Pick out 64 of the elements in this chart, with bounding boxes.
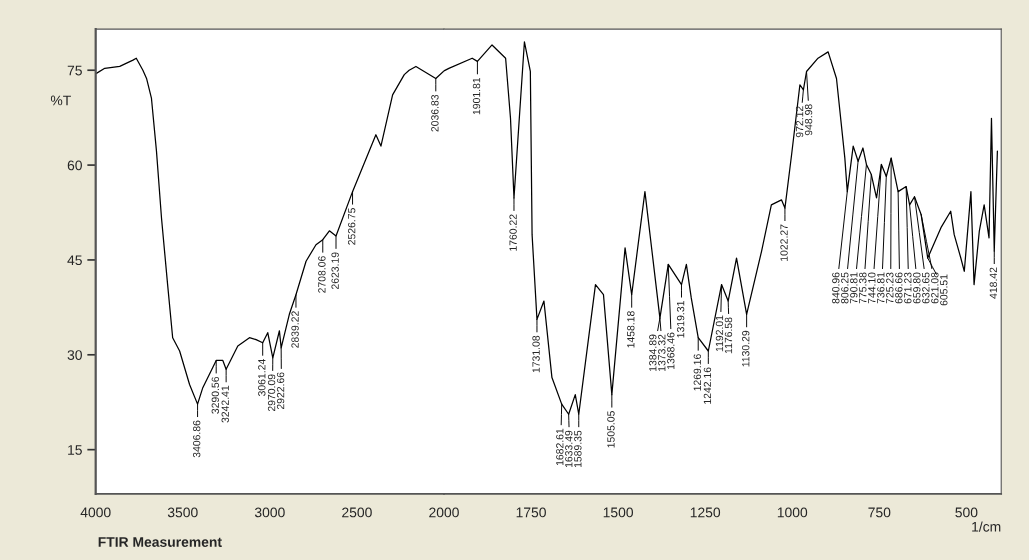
annotation: 3061.24 — [258, 359, 266, 397]
annotation: 2526.75 — [347, 208, 356, 245]
annotation: 744.10 — [868, 272, 876, 304]
annotation: 1682.61 — [556, 428, 564, 466]
annotation: 3406.86 — [192, 420, 201, 458]
annotation: 1368.46 — [667, 332, 675, 369]
annotation: 621.08 — [931, 272, 939, 304]
text: FTIR Measurement — [98, 537, 222, 547]
annotation: 659.80 — [913, 272, 921, 304]
annotation: 1269.16 — [693, 354, 702, 391]
annotation: 1760.22 — [509, 214, 517, 251]
annotation: 725.23 — [886, 272, 894, 304]
annotation: 686.66 — [895, 272, 903, 304]
x-tick-label: 4000 — [80, 507, 111, 518]
annotation: 632.65 — [922, 272, 930, 304]
x-tick-label: 750 — [868, 507, 891, 518]
y-tick-label: 60 — [67, 160, 82, 171]
annotation: 1458.18 — [627, 311, 635, 348]
annotation: 790.81 — [850, 272, 858, 304]
annotation: 1505.05 — [607, 411, 615, 448]
annotation: 1130.29 — [742, 330, 750, 367]
y-tick-label: 15 — [68, 445, 82, 455]
annotation: 2036.83 — [431, 94, 439, 132]
annotation: 2708.06 — [318, 256, 326, 293]
annotation: 2623.19 — [331, 252, 339, 290]
annotation: 2970.09 — [267, 374, 276, 412]
annotation: 1384.89 — [649, 334, 657, 371]
annotation: 418.42 — [989, 267, 998, 299]
annotation: 1022.27 — [780, 224, 788, 261]
x-tick-label: 1750 — [516, 507, 546, 518]
x-tick-label: 1000 — [777, 507, 808, 518]
annotation: 1192.01 — [715, 315, 724, 352]
annotation: 1373.32 — [658, 334, 666, 371]
annotation: 3242.41 — [221, 385, 229, 423]
x-tick-label: 3500 — [167, 507, 198, 518]
annotation: 840.96 — [832, 272, 840, 304]
y-tick-label: 30 — [67, 350, 82, 360]
y-tick-label: 45 — [67, 255, 82, 266]
x-tick-label: 1250 — [690, 507, 721, 518]
annotation: 806.25 — [841, 272, 849, 304]
annotation: 775.38 — [859, 272, 867, 304]
x-tick-label: 2500 — [342, 507, 372, 518]
annotation: 1901.81 — [472, 77, 481, 115]
annotation: 972.12 — [795, 106, 804, 138]
y-tick-label: 75 — [67, 65, 82, 76]
annotation: 1319.31 — [676, 301, 685, 338]
x-tick-label: 3000 — [254, 507, 285, 518]
annotation: 1633.49 — [565, 430, 573, 468]
annotation: 3290.56 — [211, 376, 219, 414]
annotation: 1731.08 — [532, 335, 540, 373]
annotation: 605.51 — [940, 274, 948, 306]
annotation: 1242.16 — [703, 367, 712, 404]
annotation: 736.81 — [877, 272, 885, 304]
annotation: 1176.58 — [724, 317, 733, 354]
x-axis-title: 1/cm — [972, 521, 1001, 532]
annotation: 671.23 — [904, 272, 912, 304]
annotation: 2839.22 — [291, 311, 299, 348]
annotation: 948.98 — [804, 104, 813, 136]
x-tick-label: 1500 — [603, 507, 634, 518]
annotation: 2922.66 — [276, 372, 285, 410]
x-tick-label: 500 — [955, 507, 978, 518]
x-tick-label: 2000 — [429, 507, 459, 518]
y-axis-title: %T — [50, 95, 71, 106]
annotation: 1589.35 — [574, 430, 582, 468]
